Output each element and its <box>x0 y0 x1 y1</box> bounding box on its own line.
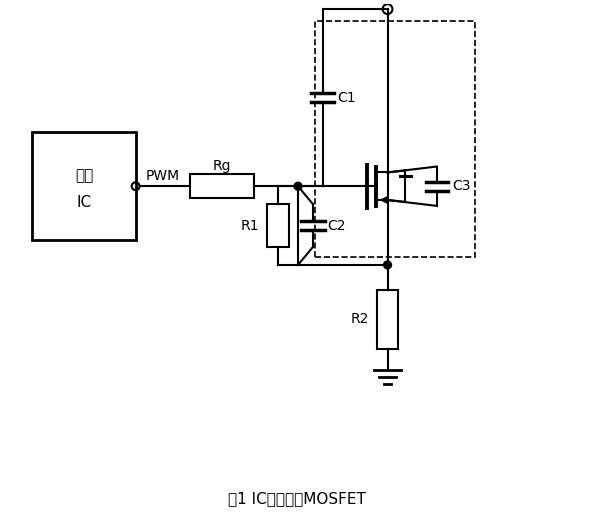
Bar <box>377 290 399 349</box>
Text: R1: R1 <box>241 219 260 232</box>
Text: 图1 IC直接驱动MOSFET: 图1 IC直接驱动MOSFET <box>228 492 366 506</box>
Circle shape <box>294 182 302 190</box>
Bar <box>267 204 289 247</box>
Text: IC: IC <box>77 195 91 210</box>
Text: Rg: Rg <box>213 158 231 172</box>
Text: PWM: PWM <box>146 169 180 183</box>
Text: C1: C1 <box>337 91 356 105</box>
Bar <box>32 132 135 240</box>
Polygon shape <box>400 177 410 196</box>
Text: C2: C2 <box>327 219 346 232</box>
Text: 电源: 电源 <box>75 168 93 183</box>
Bar <box>315 21 475 257</box>
Text: C3: C3 <box>453 179 471 193</box>
Circle shape <box>384 261 391 269</box>
Bar <box>189 175 254 198</box>
Text: R2: R2 <box>350 312 369 326</box>
